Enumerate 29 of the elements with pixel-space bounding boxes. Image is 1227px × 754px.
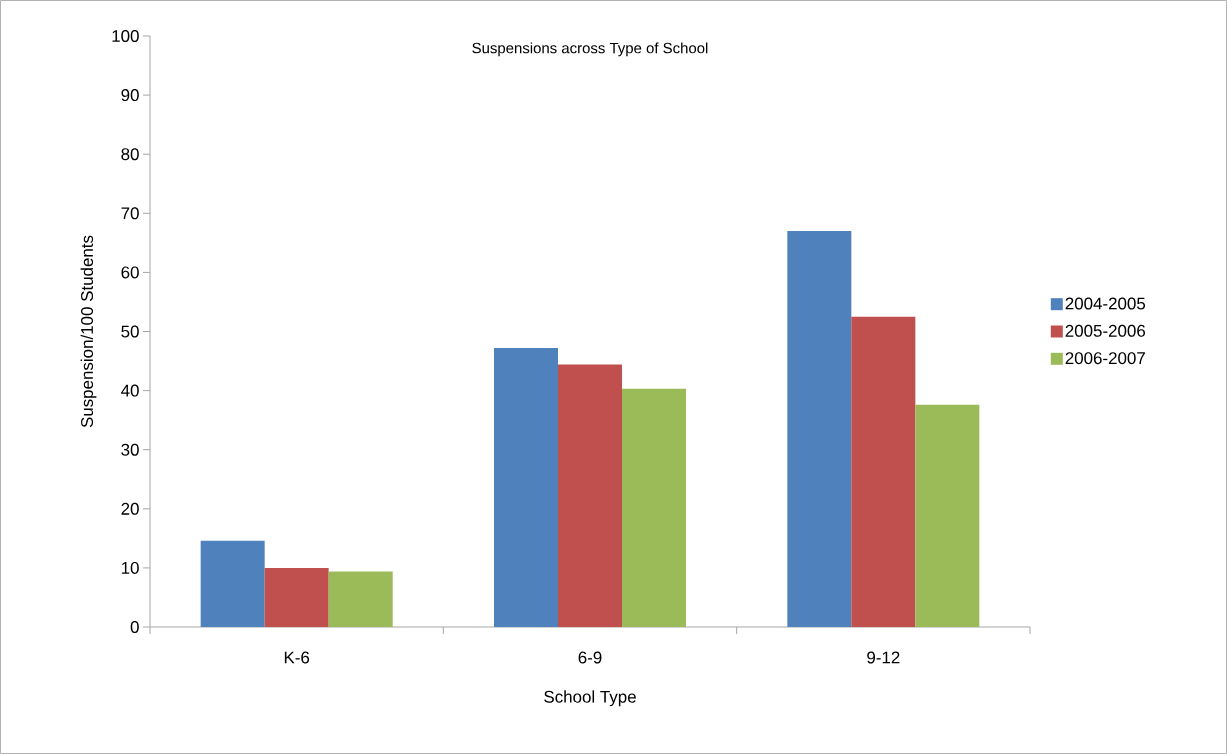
bar bbox=[200, 540, 265, 627]
chart-title: Suspensions across Type of School bbox=[472, 42, 708, 57]
bar bbox=[915, 404, 980, 627]
legend-label: 2004-2005 bbox=[1065, 297, 1146, 310]
x-tick-label: K-6 bbox=[284, 651, 310, 664]
x-tick-label: 6-9 bbox=[578, 651, 602, 664]
y-tick-label: 100 bbox=[112, 29, 139, 42]
bar bbox=[787, 231, 852, 627]
y-tick-label: 20 bbox=[121, 502, 139, 515]
y-tick-label: 40 bbox=[121, 384, 139, 397]
bar bbox=[328, 571, 393, 627]
y-tick-label: 90 bbox=[121, 89, 139, 102]
legend-label: 2005-2006 bbox=[1065, 324, 1146, 337]
y-axis-title: Suspension/100 Students bbox=[80, 235, 97, 428]
bar bbox=[558, 364, 622, 627]
x-tick-label: 9-12 bbox=[867, 651, 900, 664]
bar bbox=[494, 348, 558, 627]
y-tick-label: 80 bbox=[121, 148, 139, 161]
y-tick-label: 0 bbox=[130, 621, 139, 633]
y-tick-label: 60 bbox=[121, 266, 139, 279]
y-tick-label: 70 bbox=[121, 207, 139, 220]
y-tick-label: 30 bbox=[121, 443, 139, 456]
x-axis-title: School Type bbox=[544, 690, 636, 707]
bar bbox=[264, 567, 329, 627]
bar bbox=[622, 388, 687, 627]
y-tick-label: 50 bbox=[121, 325, 139, 338]
bar bbox=[851, 316, 916, 627]
y-tick-label: 10 bbox=[121, 561, 139, 574]
legend-label: 2006-2007 bbox=[1065, 352, 1145, 365]
